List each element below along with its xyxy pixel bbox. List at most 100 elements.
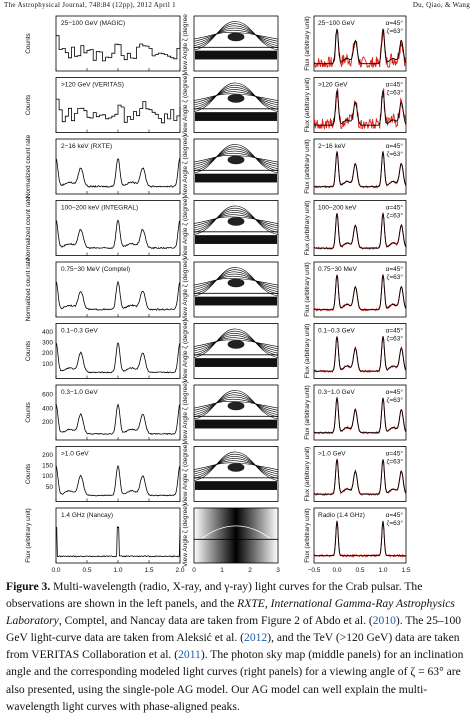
emission-contour	[193, 273, 279, 290]
panel-frame	[55, 261, 181, 318]
emission-band	[195, 112, 277, 121]
caption-text-2: , Comptel, and Nancay data are taken fro…	[58, 614, 373, 628]
left-panel-4: 100−200 keV (INTEGRAL) Normalized count r…	[25, 196, 181, 260]
emission-contour	[193, 398, 279, 411]
skymap-panel-3: View Angle ζ (degree)	[182, 135, 279, 198]
panel-ylabel: Flux (arbitrary unit)	[25, 508, 32, 563]
emission-contour	[193, 212, 279, 229]
emission-band	[195, 296, 277, 306]
skymap-frame	[193, 200, 279, 256]
model-panel-8: >1.0 GeV α=45°ζ=63° Flux (arbitrary unit)	[304, 446, 407, 502]
model-curve	[313, 151, 407, 188]
panel-band-label: 2−16 keV (RXTE)	[61, 143, 112, 150]
zeta-value: ζ=63°	[387, 273, 404, 281]
left-panel-3: 2−16 keV (RXTE) Normalized count rate	[25, 134, 181, 198]
radio-arc	[201, 525, 271, 539]
alpha-value: α=45°	[386, 327, 404, 335]
model-panel-4: 100−200 keV α=45°ζ=63° Flux (arbitrary uni…	[304, 200, 407, 256]
citation-link-2011[interactable]: 2011	[178, 648, 201, 662]
emission-peak	[227, 94, 245, 103]
skymap-panel-8: View Angle ζ (degree)	[182, 442, 279, 506]
skymap-panel-2: View Angle ζ (degree)	[182, 73, 279, 137]
y-tick-label: 400	[42, 329, 53, 336]
alpha-value: α=45°	[386, 81, 404, 89]
alpha-value: α=45°	[386, 265, 404, 273]
y-tick-label: 200	[42, 452, 53, 459]
panel-band-label: >120 GeV (VERITAS)	[61, 82, 124, 89]
emission-band	[195, 358, 277, 367]
alpha-value: α=45°	[386, 19, 404, 27]
caption-text-5: ). The photon sky map (middle panels) fo…	[6, 648, 464, 713]
light-curve	[56, 32, 181, 62]
light-curve	[55, 464, 181, 497]
left-panel-2: >120 GeV (VERITAS) Counts	[25, 77, 181, 133]
panel-frame	[55, 138, 181, 195]
left-x-tick-label: 1.5	[144, 567, 153, 574]
panel-band-label: >120 GeV	[318, 82, 348, 89]
model-curve	[313, 213, 407, 249]
zeta-value: ζ=63°	[387, 27, 404, 35]
zeta-value: ζ=63°	[387, 396, 404, 404]
panel-frame	[55, 323, 181, 379]
skymap-panel-9: View Angle ζ (degree)	[182, 504, 279, 567]
skymap-frame	[193, 323, 279, 379]
emission-band	[195, 235, 277, 244]
light-curve	[55, 157, 181, 188]
figure-3: 25−100 GeV (MAGIC) Counts >120 GeV (VERITA…	[25, 14, 411, 574]
y-tick-label: 50	[46, 484, 54, 491]
citation-link-2012[interactable]: 2012	[244, 631, 268, 645]
emission-contour	[193, 146, 279, 172]
model-curve	[313, 28, 407, 65]
author-names: Du, Qiao, & Wang	[412, 1, 470, 9]
light-curve	[55, 280, 181, 311]
emission-contour	[193, 269, 279, 295]
panel-band-label: >1.0 GeV	[61, 451, 89, 458]
alpha-value: α=45°	[386, 204, 404, 212]
caption-lead: Figure 3.	[6, 580, 51, 593]
emission-contour	[193, 267, 279, 297]
right-column-panels: 25−100 GeV α=45°ζ=63°Flux (arbitrary unit…	[304, 15, 407, 564]
emission-contour	[193, 271, 279, 292]
skymap-ylabel: View Angle ζ (degree)	[182, 14, 189, 75]
panel-band-label: 0.1−0.3 GeV	[61, 328, 98, 335]
panel-ylabel: Counts	[25, 463, 32, 484]
model-panel-5: 0.75−30 MeV α=45°ζ=63° Flux (arbitrary uni…	[304, 261, 407, 318]
alpha-value: α=45°	[386, 511, 404, 519]
emission-contour	[193, 390, 279, 420]
emission-contour	[193, 144, 279, 174]
citation-link-2010[interactable]: 2010	[372, 614, 396, 628]
skymap-panel-7: View Angle ζ (degree)	[182, 381, 279, 444]
panel-ylabel: Flux (arbitrary unit)	[304, 324, 311, 379]
panel-band-label: 25−100 GeV (MAGIC)	[61, 20, 125, 27]
emission-contour	[193, 152, 279, 165]
panel-ylabel: Flux (arbitrary unit)	[304, 262, 311, 317]
emission-peak	[227, 32, 245, 42]
panel-ylabel: Flux (arbitrary unit)	[304, 201, 311, 256]
zeta-value: ζ=63°	[387, 150, 404, 158]
caption-text-1: Multi-wavelength (radio, X-ray, and γ-ra…	[6, 580, 423, 611]
panel-ylabel: Flux (arbitrary unit)	[304, 78, 311, 133]
panel-frame	[55, 384, 181, 441]
emission-contour	[193, 456, 279, 477]
zeta-value: ζ=63°	[387, 335, 404, 343]
model-curve	[313, 90, 407, 126]
emission-contour	[193, 453, 279, 479]
middle-x-tick-label: 1	[220, 567, 224, 574]
panel-band-label: 100−200 keV (INTEGRAL)	[61, 205, 138, 212]
emission-contour	[193, 328, 279, 358]
y-tick-label: 400	[42, 405, 53, 412]
emission-contour	[193, 396, 279, 413]
model-panel-9: Radio (1.4 GHz) α=45°ζ=63° Flux (arbitrary…	[304, 507, 407, 564]
model-curve	[313, 397, 407, 434]
alpha-value: α=45°	[386, 450, 404, 458]
left-x-tick-label: 2.0	[175, 567, 184, 574]
left-x-tick-label: 0.5	[82, 567, 91, 574]
panel-band-label: 0.3−1.0 GeV	[318, 389, 355, 396]
emission-contour	[193, 333, 279, 354]
left-column-panels: 25−100 GeV (MAGIC) Counts >120 GeV (VERITA…	[25, 15, 181, 564]
skymap-panel-5: View Angle ζ (degree)	[182, 258, 279, 321]
zeta-value: ζ=63°	[387, 89, 404, 97]
model-curve	[313, 336, 407, 372]
panel-ylabel: Counts	[25, 32, 32, 53]
alpha-value: α=45°	[386, 388, 404, 396]
